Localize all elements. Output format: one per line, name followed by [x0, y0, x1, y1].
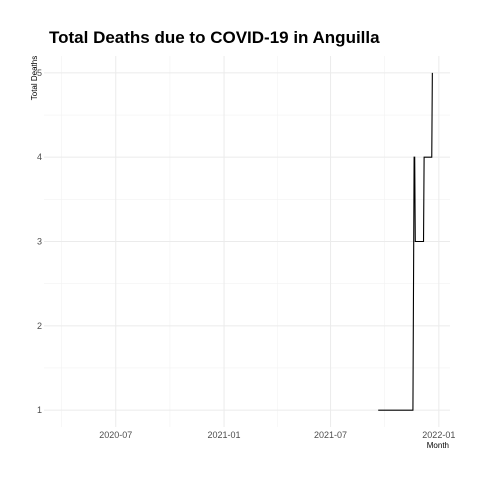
y-tick-labels: 1 2 3 4 5	[37, 68, 42, 415]
x-tick-label: 2020-07	[99, 430, 132, 440]
series-layer	[378, 72, 433, 411]
series-line	[378, 72, 433, 411]
major-gridlines	[44, 56, 450, 427]
x-tick-label: 2021-01	[208, 430, 241, 440]
x-tick-label: 2022-01	[422, 430, 455, 440]
y-tick-label: 5	[37, 68, 42, 78]
minor-gridlines	[44, 56, 450, 427]
chart-title: Total Deaths due to COVID-19 in Anguilla	[49, 28, 380, 47]
y-tick-label: 4	[37, 152, 42, 162]
x-tick-labels: 2020-07 2021-01 2021-07 2022-01	[99, 430, 455, 440]
y-tick-label: 1	[37, 405, 42, 415]
x-tick-label: 2021-07	[314, 430, 347, 440]
y-tick-label: 3	[37, 237, 42, 247]
y-axis-label: Total Deaths	[30, 56, 39, 100]
y-tick-label: 2	[37, 321, 42, 331]
x-axis-label: Month	[427, 441, 449, 450]
